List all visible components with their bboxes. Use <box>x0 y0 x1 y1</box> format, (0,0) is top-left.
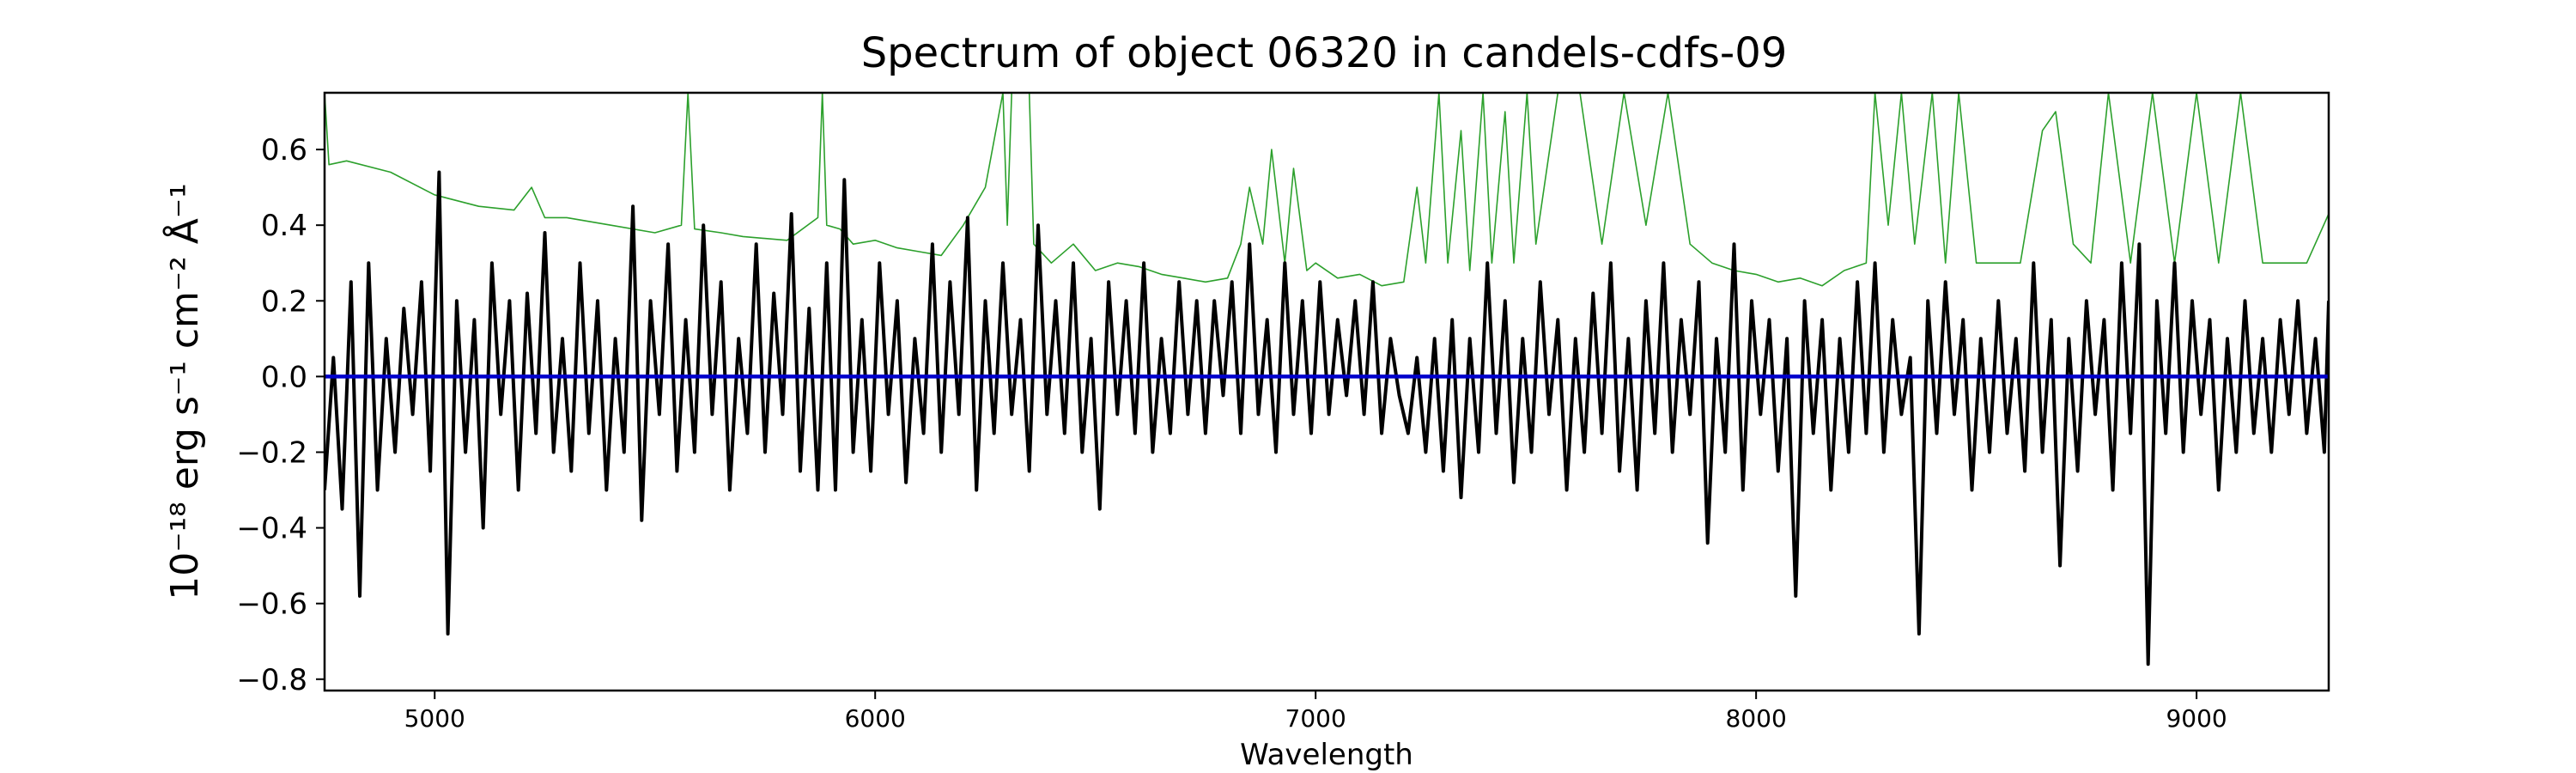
y-axis-label: 10⁻¹⁸ erg s⁻¹ cm⁻² Å⁻¹ <box>161 183 207 600</box>
y-axis: 0.6 0.4 0.2 0.0 −0.2 −0.4 −0.6 −0.8 <box>236 133 325 697</box>
y-tick-label: −0.2 <box>236 435 307 470</box>
x-tick-label: 5000 <box>404 704 465 733</box>
series-line-0 <box>325 93 2329 287</box>
y-tick-label: −0.4 <box>236 512 307 546</box>
series-line-1 <box>325 170 2329 666</box>
plot-frame <box>323 91 2330 692</box>
x-tick-label: 7000 <box>1285 704 1346 733</box>
chart-title: Spectrum of object 06320 in candels-cdfs… <box>861 29 1788 77</box>
y-tick-label: 0.0 <box>261 360 307 394</box>
x-axis: 5000 6000 7000 8000 9000 <box>404 691 2227 733</box>
x-tick-label: 8000 <box>1726 704 1787 733</box>
y-tick-label: −0.8 <box>236 663 307 697</box>
series-layer <box>325 93 2329 666</box>
y-tick-label: 0.4 <box>261 209 307 243</box>
x-tick-label: 9000 <box>2166 704 2227 733</box>
y-tick-label: −0.6 <box>236 587 307 622</box>
y-tick-label: 0.2 <box>261 284 307 319</box>
y-tick-label: 0.6 <box>261 133 307 167</box>
x-axis-label: Wavelength <box>1240 738 1413 772</box>
x-tick-label: 6000 <box>845 704 906 733</box>
